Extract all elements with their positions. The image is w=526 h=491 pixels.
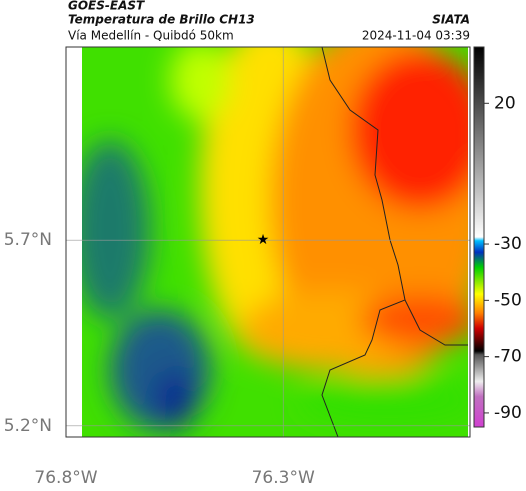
borders [321, 46, 468, 438]
x-tick-label: 76.3°W [252, 468, 315, 488]
timestamp: 2024-11-04 03:39 [362, 29, 470, 43]
x-tick-label: 76.8°W [34, 468, 97, 488]
title: GOES-EAST [68, 0, 145, 13]
y-tick-label: 5.7°N [4, 230, 52, 250]
route: Vía Medellín - Quibdó 50km [68, 29, 234, 43]
subtitle: Temperatura de Brillo CH13 [68, 13, 255, 27]
source: SIATA [432, 13, 470, 27]
colorbar-tick-label: -70 [494, 347, 522, 367]
colorbar-tick-label: -30 [494, 234, 522, 254]
colorbar [473, 46, 485, 428]
colorbar-tick-label: -90 [494, 403, 522, 423]
colorbar-tick-label: 20 [494, 93, 516, 113]
satellite-image [82, 47, 468, 437]
colorbar-tick-label: -50 [494, 290, 522, 310]
location-marker: ★ [257, 232, 270, 248]
y-tick-label: 5.2°N [4, 416, 52, 436]
plot-frame [65, 46, 471, 438]
